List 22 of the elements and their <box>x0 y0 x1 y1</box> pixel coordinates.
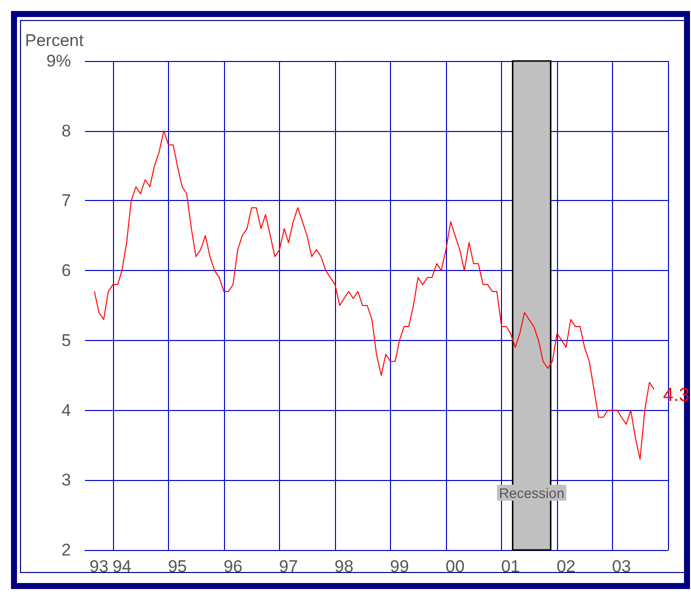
y-tick-label: 2 <box>62 540 71 560</box>
x-tick-label: 95 <box>168 557 187 576</box>
x-tick-label: 00 <box>446 557 465 576</box>
x-tick-label: 94 <box>112 557 132 576</box>
y-tick-label: 8 <box>62 121 71 140</box>
y-tick-label: 5 <box>62 330 71 350</box>
y-tick-label: 7 <box>62 191 71 210</box>
x-tick-label: 02 <box>556 557 576 576</box>
y-tick-label: 6 <box>62 261 71 280</box>
x-tick-label: 97 <box>279 557 298 576</box>
x-tick-label: 96 <box>224 557 242 576</box>
y-tick-label: 3 <box>62 470 71 490</box>
y-axis-title: Percent <box>25 31 84 50</box>
x-tick-label: 03 <box>612 557 631 576</box>
x-tick-label: 99 <box>390 557 409 576</box>
y-tick-label: 9% <box>46 52 71 70</box>
x-tick-label: 93 <box>90 557 108 576</box>
band-label: Recession <box>498 484 564 501</box>
y-tick-label: 4 <box>62 400 71 420</box>
line-series <box>94 130 655 460</box>
x-tick-label: 01 <box>501 557 520 576</box>
x-tick-label: 98 <box>334 557 354 576</box>
